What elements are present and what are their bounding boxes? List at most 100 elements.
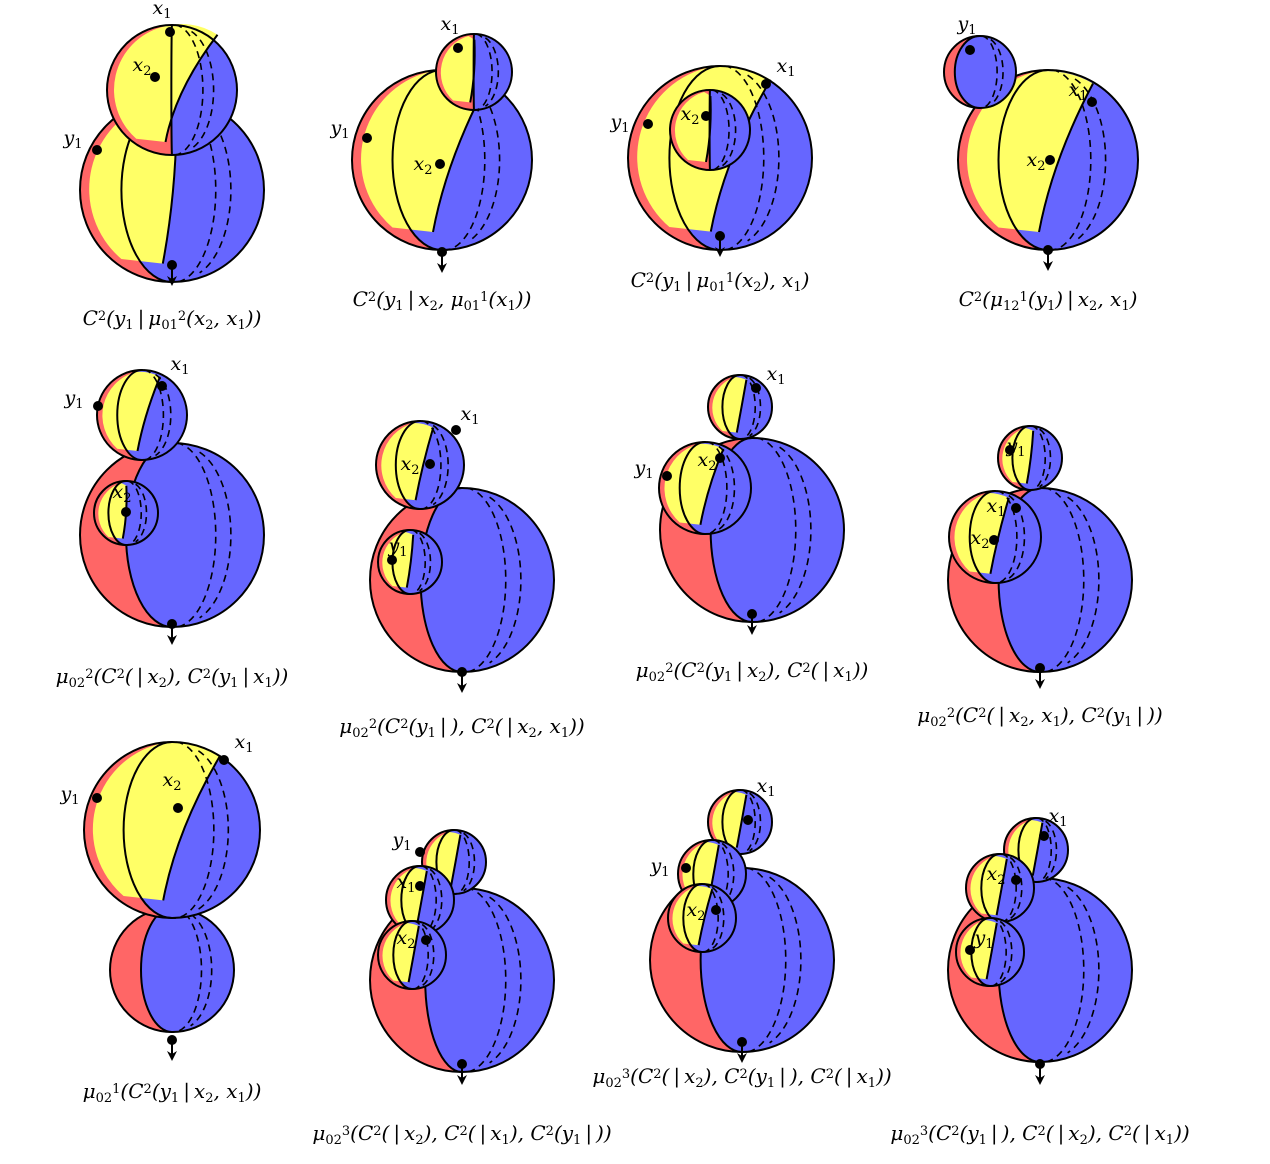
marked-point <box>711 905 721 915</box>
back-meridian <box>171 97 217 283</box>
meridian <box>668 65 721 251</box>
meridian <box>682 883 703 953</box>
point-label: x1 <box>441 13 460 38</box>
seam <box>985 922 998 980</box>
back-meridian <box>711 886 725 950</box>
sphere-outline <box>83 741 261 919</box>
point-label: y1 <box>649 855 669 880</box>
yellow-region <box>361 71 487 232</box>
figure-6: x1 x2 y1 μ022(C2(y1 | ), C2( | x2, x1)) <box>339 403 584 741</box>
red-lune <box>94 481 126 545</box>
point-label: x1 <box>171 353 190 378</box>
red-lune <box>378 530 410 594</box>
back-meridian <box>468 78 501 242</box>
seam <box>407 925 420 983</box>
sphere-outline <box>955 917 1025 987</box>
point-label: x1 <box>397 871 416 896</box>
point-label: y1 <box>633 457 653 482</box>
back-meridian <box>749 792 762 852</box>
meridian <box>107 480 127 546</box>
marked-point <box>965 45 975 55</box>
back-meridian <box>441 69 486 251</box>
seam <box>1025 430 1035 484</box>
figure-caption: C2(y1 | x2, μ011(x1)) <box>353 287 532 314</box>
marked-point <box>451 425 461 435</box>
back-meridian <box>190 913 213 1027</box>
marked-point <box>93 401 103 411</box>
point-label: x1 <box>1049 805 1068 830</box>
yellow-region <box>967 71 1093 232</box>
red-lune <box>668 884 702 952</box>
figure-caption: μ023(C2( | x2), C2( | x1), C2(y1 | )) <box>312 1121 611 1148</box>
yellow-region <box>970 856 1007 916</box>
marked-point <box>1011 875 1021 885</box>
red-lune <box>944 36 980 108</box>
red-lune <box>956 918 990 986</box>
red-lune <box>998 426 1030 490</box>
marked-point <box>150 72 160 82</box>
marked-point <box>1011 503 1021 513</box>
meridian <box>122 741 173 919</box>
back-meridian <box>1067 496 1100 664</box>
back-meridian <box>701 883 719 953</box>
figure-11: x1 y1 x2 μ023(C2( | x2), C2(y1 | ), C2( | x… <box>592 775 891 1091</box>
sphere-outline <box>93 480 159 546</box>
seam <box>995 858 1008 916</box>
meridian <box>394 420 421 510</box>
point-label: y1 <box>1005 435 1025 460</box>
marked-point <box>453 43 463 53</box>
back-meridian <box>779 446 812 614</box>
back-meridian <box>463 832 476 892</box>
point-label: x1 <box>777 55 796 80</box>
yellow-region <box>960 920 997 980</box>
marked-point <box>421 935 431 945</box>
point-label: y1 <box>387 535 407 560</box>
seam <box>136 376 161 452</box>
figure-caption: μ022(C2(y1 | x2), C2( | x1)) <box>636 658 869 685</box>
point-label: x2 <box>971 527 990 552</box>
seam <box>697 888 714 946</box>
sphere-outline <box>435 33 513 111</box>
point-label: x2 <box>687 899 706 924</box>
sphere-outline <box>377 529 443 595</box>
back-meridian <box>751 437 797 623</box>
back-meridian <box>419 420 442 510</box>
figure-caption: μ023(C2( | x2), C2(y1 | ), C2( | x1)) <box>592 1064 891 1091</box>
back-meridian <box>769 876 802 1044</box>
meridian <box>678 441 706 535</box>
seam <box>405 534 415 588</box>
figure-caption: μ022(C2(y1 | ), C2( | x2, x1)) <box>339 714 584 741</box>
point-label: y1 <box>62 127 82 152</box>
marked-point <box>751 383 761 393</box>
sphere-outline <box>948 490 1042 584</box>
sphere-face <box>944 36 1016 108</box>
figure-12: x1 x2 y1 μ023(C2(y1 | ), C2( | x2), C2( | x… <box>890 805 1189 1148</box>
back-meridian <box>994 490 1018 584</box>
point-label: x1 <box>153 0 172 22</box>
meridian <box>392 920 413 990</box>
back-meridian <box>1047 69 1092 251</box>
figure-5: x1 y1 x2 μ022(C2( | x2), C2(y1 | x1)) <box>56 353 289 691</box>
marked-point <box>662 471 672 481</box>
back-meridian <box>709 89 730 171</box>
marked-point <box>173 803 183 813</box>
back-meridian <box>453 829 470 895</box>
marked-point <box>219 755 229 765</box>
back-meridian <box>749 377 762 437</box>
yellow-region <box>114 24 218 142</box>
marked-point <box>415 881 425 891</box>
back-meridian <box>421 923 435 987</box>
red-lune <box>708 375 740 439</box>
point-label: y1 <box>609 111 629 136</box>
yellow-region <box>102 371 160 451</box>
figure-1: x1 x2 y1 C2(y1 | μ012(x2, x1)) <box>62 0 265 333</box>
seam <box>162 754 222 901</box>
point-label: x2 <box>133 54 152 79</box>
point-label: x2 <box>113 481 132 506</box>
back-meridian <box>199 451 232 619</box>
yellow-region <box>382 532 414 588</box>
point-label: y1 <box>973 927 993 952</box>
figure-10: y1 x1 x2 μ023(C2( | x2), C2( | x1), C2(y1 |… <box>312 829 612 1148</box>
yellow-region <box>674 92 711 162</box>
back-meridian <box>489 896 522 1064</box>
